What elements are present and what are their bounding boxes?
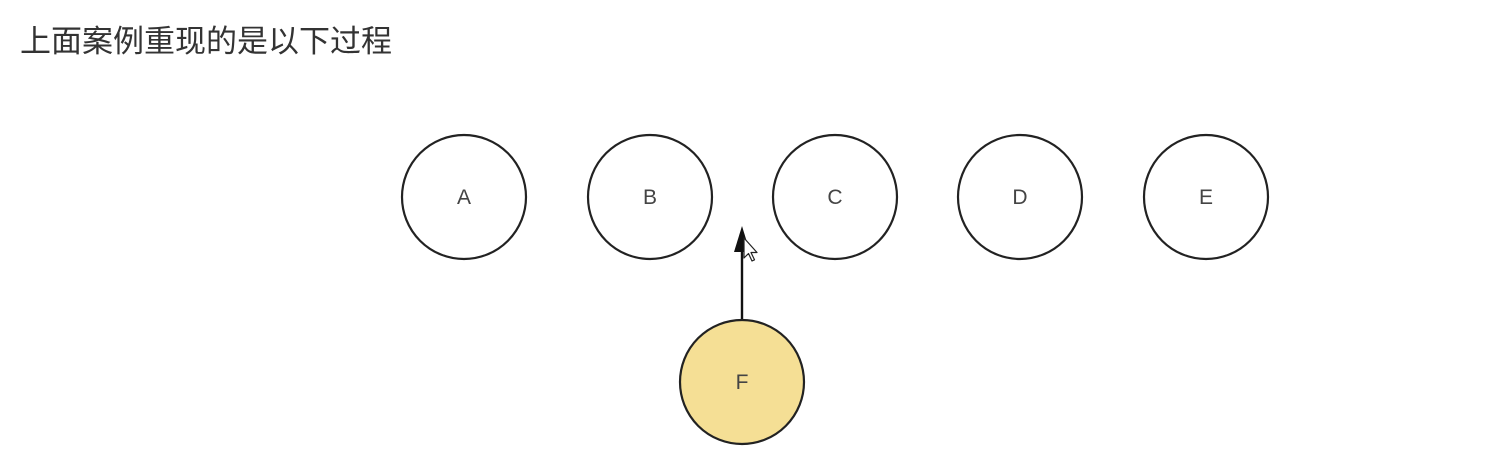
node-a-label: A: [457, 186, 471, 209]
node-e: E: [1142, 133, 1270, 261]
node-d-label: D: [1012, 186, 1027, 209]
node-c-circle: [771, 133, 899, 261]
node-b: B: [586, 133, 714, 261]
mouse-pointer-icon: [743, 237, 758, 262]
node-a: A: [400, 133, 528, 261]
node-d: D: [956, 133, 1084, 261]
node-f: F: [678, 318, 806, 446]
node-c: C: [771, 133, 899, 261]
node-a-circle: [400, 133, 528, 261]
node-f-label: F: [736, 371, 749, 394]
node-e-circle: [1142, 133, 1270, 261]
node-b-label: B: [643, 186, 657, 209]
insert-arrow: [734, 226, 750, 321]
node-d-circle: [956, 133, 1084, 261]
node-e-label: E: [1199, 186, 1213, 209]
node-f-circle: [678, 318, 806, 446]
node-b-circle: [586, 133, 714, 261]
node-c-label: C: [827, 186, 842, 209]
page-title: 上面案例重现的是以下过程: [20, 24, 392, 60]
